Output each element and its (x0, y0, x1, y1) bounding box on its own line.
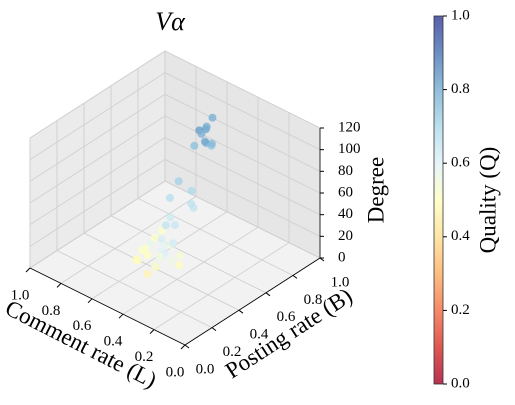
x-tick-label: 1.0 (11, 287, 30, 303)
x-tick-label: 0.8 (42, 303, 61, 319)
grid-line (164, 158, 321, 237)
point (155, 252, 164, 261)
point (169, 239, 178, 248)
axis-line (184, 257, 321, 346)
colorbar-label: Quality (Q) (475, 147, 500, 254)
point (150, 261, 159, 270)
grid-line (29, 72, 166, 161)
point (143, 269, 152, 278)
grid-line (164, 50, 321, 129)
grid-line (122, 226, 259, 315)
grid-line (83, 232, 240, 311)
z-tick-label: 100 (338, 141, 361, 157)
x-tick-mark (180, 344, 186, 350)
colorbar (433, 15, 444, 385)
colorbar-tick-label: 0.0 (451, 375, 470, 391)
grid-line (137, 197, 294, 276)
grid-line (29, 115, 166, 204)
annotations: 0.0 0.2 0.4 0.6 0.8 1.0 0.0 0.2 0.4 0.6 0.8 1.0 0 20 4… (11, 119, 361, 380)
colorbar-tick-label: 0.2 (451, 302, 470, 318)
chart-title: Vα (155, 7, 186, 36)
x-tick-label: 0.4 (104, 334, 123, 350)
point (187, 186, 196, 195)
grid-line (29, 93, 166, 182)
grid-line (60, 196, 197, 284)
point (166, 213, 175, 222)
point (159, 240, 168, 249)
colorbar-tick-label: 0.8 (451, 81, 470, 97)
grid-line (29, 137, 166, 226)
point (176, 251, 185, 260)
z-tick-label: 120 (338, 119, 361, 135)
grid (29, 50, 321, 346)
point (174, 177, 183, 186)
x-tick-label: 0.6 (73, 318, 92, 334)
z-tick-label: 40 (338, 206, 353, 222)
colorbar-tick-label: 0.6 (451, 155, 470, 171)
point (143, 251, 152, 260)
point (150, 233, 159, 242)
panes (29, 50, 321, 346)
point (171, 221, 179, 230)
point (168, 256, 177, 265)
grid-line (164, 137, 321, 216)
y-tick-mark (292, 274, 298, 279)
x-tick-mark (118, 313, 124, 319)
point (141, 244, 150, 253)
axis-line (29, 267, 186, 346)
y-tick-label: 1.0 (331, 274, 350, 290)
y-tick-label: 0.0 (196, 361, 215, 377)
z-tick-label: 60 (338, 184, 353, 200)
x-tick-label: 0.0 (166, 364, 185, 380)
grid-line (164, 72, 321, 151)
grid-line (164, 93, 321, 172)
y-tick-label: 0.8 (304, 292, 323, 308)
grid-line (153, 242, 290, 330)
point (208, 113, 217, 122)
point (133, 256, 142, 265)
z-axis-label: Degree (363, 157, 388, 223)
point (161, 221, 170, 230)
y-tick-mark (211, 327, 217, 332)
y-tick-mark (238, 309, 244, 314)
y-tick-label: 0.2 (223, 344, 242, 360)
x-tick-mark (25, 267, 31, 273)
colorbar-tick-label: 1.0 (451, 7, 470, 23)
grid-line (29, 180, 166, 269)
grid-line (29, 158, 166, 247)
point (175, 261, 184, 270)
point (187, 199, 196, 208)
point (200, 137, 209, 146)
x-tick-label: 0.2 (135, 349, 154, 365)
grid-line (29, 50, 166, 139)
y-tick-mark (265, 292, 271, 297)
y-tick-label: 0.6 (277, 309, 296, 325)
y-tick-label: 0.4 (250, 327, 269, 343)
colorbar-tick-label: 0.4 (451, 228, 470, 244)
y-tick-mark (184, 344, 190, 349)
x-tick-mark (56, 283, 62, 288)
z-tick-label: 0 (338, 249, 346, 265)
point (165, 193, 174, 202)
z-tick-label: 20 (338, 228, 353, 244)
grid-line (164, 115, 321, 194)
point (202, 122, 211, 131)
point (207, 139, 216, 148)
z-tick-label: 80 (338, 163, 353, 179)
grid-line (56, 250, 213, 329)
point (190, 141, 199, 150)
grid-line (110, 215, 267, 294)
points (132, 113, 217, 278)
x-tick-mark (149, 329, 155, 334)
x-tick-mark (87, 298, 93, 304)
point (197, 129, 206, 138)
